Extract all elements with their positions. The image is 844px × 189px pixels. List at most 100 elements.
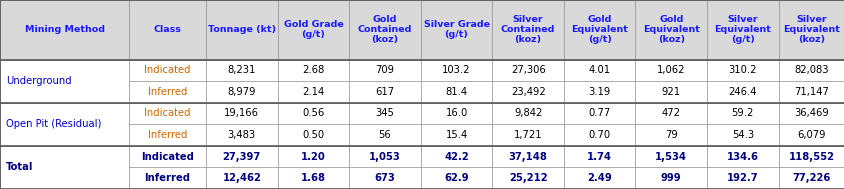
Text: 2.49: 2.49 bbox=[587, 173, 611, 183]
Bar bbox=[278, 103, 349, 124]
Bar bbox=[420, 167, 492, 189]
Bar bbox=[0, 146, 129, 189]
Bar bbox=[206, 0, 278, 60]
Bar bbox=[777, 103, 844, 124]
Text: 56: 56 bbox=[378, 130, 391, 140]
Text: 617: 617 bbox=[375, 87, 394, 97]
Bar bbox=[492, 146, 563, 167]
Bar bbox=[349, 146, 420, 167]
Bar bbox=[349, 60, 420, 81]
Bar bbox=[420, 146, 492, 167]
Bar bbox=[420, 0, 492, 60]
Bar bbox=[278, 81, 349, 103]
Text: 103.2: 103.2 bbox=[441, 65, 470, 75]
Text: 54.3: 54.3 bbox=[731, 130, 753, 140]
Text: 1,534: 1,534 bbox=[654, 152, 686, 162]
Text: 37,148: 37,148 bbox=[508, 152, 547, 162]
Text: 27,397: 27,397 bbox=[223, 152, 261, 162]
Bar bbox=[206, 146, 278, 167]
Bar bbox=[278, 167, 349, 189]
Text: 15.4: 15.4 bbox=[445, 130, 467, 140]
Bar bbox=[706, 60, 777, 81]
Text: 134.6: 134.6 bbox=[726, 152, 758, 162]
Bar bbox=[129, 60, 206, 81]
Text: Indicated: Indicated bbox=[144, 65, 191, 75]
Text: Tonnage (kt): Tonnage (kt) bbox=[208, 25, 275, 34]
Bar bbox=[635, 81, 706, 103]
Bar bbox=[278, 0, 349, 60]
Text: 118,552: 118,552 bbox=[788, 152, 834, 162]
Text: 4.01: 4.01 bbox=[588, 65, 610, 75]
Text: 2.68: 2.68 bbox=[302, 65, 324, 75]
Text: 71,147: 71,147 bbox=[793, 87, 828, 97]
Text: 0.50: 0.50 bbox=[302, 130, 324, 140]
Text: 1.68: 1.68 bbox=[300, 173, 326, 183]
Bar bbox=[706, 167, 777, 189]
Text: 79: 79 bbox=[664, 130, 677, 140]
Text: 709: 709 bbox=[375, 65, 394, 75]
Bar bbox=[777, 167, 844, 189]
Text: Total: Total bbox=[6, 162, 33, 172]
Bar bbox=[129, 146, 206, 167]
Text: 25,212: 25,212 bbox=[508, 173, 547, 183]
Text: 81.4: 81.4 bbox=[445, 87, 467, 97]
Bar bbox=[777, 81, 844, 103]
Text: 1,062: 1,062 bbox=[657, 65, 684, 75]
Bar bbox=[706, 124, 777, 146]
Text: Inferred: Inferred bbox=[148, 87, 187, 97]
Text: 0.77: 0.77 bbox=[588, 108, 610, 119]
Text: 192.7: 192.7 bbox=[726, 173, 758, 183]
Bar bbox=[563, 167, 635, 189]
Text: 27,306: 27,306 bbox=[510, 65, 545, 75]
Text: 62.9: 62.9 bbox=[444, 173, 468, 183]
Bar bbox=[206, 103, 278, 124]
Text: Indicated: Indicated bbox=[141, 152, 194, 162]
Text: Inferred: Inferred bbox=[144, 173, 191, 183]
Bar bbox=[706, 81, 777, 103]
Bar bbox=[0, 60, 129, 103]
Text: Silver Grade
(g/t): Silver Grade (g/t) bbox=[423, 20, 489, 39]
Bar bbox=[706, 103, 777, 124]
Bar bbox=[420, 124, 492, 146]
Bar bbox=[777, 124, 844, 146]
Text: Mining Method: Mining Method bbox=[24, 25, 105, 34]
Bar bbox=[278, 60, 349, 81]
Bar bbox=[635, 103, 706, 124]
Text: 1.20: 1.20 bbox=[300, 152, 326, 162]
Bar bbox=[420, 81, 492, 103]
Bar bbox=[129, 81, 206, 103]
Text: 472: 472 bbox=[661, 108, 680, 119]
Text: Silver
Equivalent
(koz): Silver Equivalent (koz) bbox=[782, 15, 839, 44]
Text: 59.2: 59.2 bbox=[731, 108, 753, 119]
Text: 246.4: 246.4 bbox=[728, 87, 756, 97]
Bar bbox=[492, 0, 563, 60]
Bar bbox=[349, 81, 420, 103]
Text: Gold
Contained
(koz): Gold Contained (koz) bbox=[357, 15, 412, 44]
Text: 1,721: 1,721 bbox=[513, 130, 542, 140]
Text: 0.70: 0.70 bbox=[588, 130, 610, 140]
Bar bbox=[635, 167, 706, 189]
Text: Silver
Equivalent
(g/t): Silver Equivalent (g/t) bbox=[713, 15, 771, 44]
Text: 673: 673 bbox=[374, 173, 395, 183]
Text: 42.2: 42.2 bbox=[444, 152, 468, 162]
Bar bbox=[563, 124, 635, 146]
Text: 345: 345 bbox=[375, 108, 394, 119]
Text: 8,231: 8,231 bbox=[227, 65, 256, 75]
Bar bbox=[349, 124, 420, 146]
Text: 16.0: 16.0 bbox=[445, 108, 467, 119]
Bar bbox=[635, 60, 706, 81]
Bar bbox=[777, 0, 844, 60]
Bar bbox=[492, 103, 563, 124]
Bar bbox=[278, 146, 349, 167]
Text: Open Pit (Residual): Open Pit (Residual) bbox=[6, 119, 101, 129]
Bar bbox=[129, 167, 206, 189]
Bar bbox=[349, 0, 420, 60]
Text: Underground: Underground bbox=[6, 76, 72, 86]
Bar bbox=[129, 0, 206, 60]
Bar bbox=[492, 124, 563, 146]
Bar bbox=[0, 103, 129, 146]
Text: Indicated: Indicated bbox=[144, 108, 191, 119]
Bar bbox=[635, 0, 706, 60]
Text: Gold
Equivalent
(koz): Gold Equivalent (koz) bbox=[642, 15, 699, 44]
Text: Gold Grade
(g/t): Gold Grade (g/t) bbox=[284, 20, 343, 39]
